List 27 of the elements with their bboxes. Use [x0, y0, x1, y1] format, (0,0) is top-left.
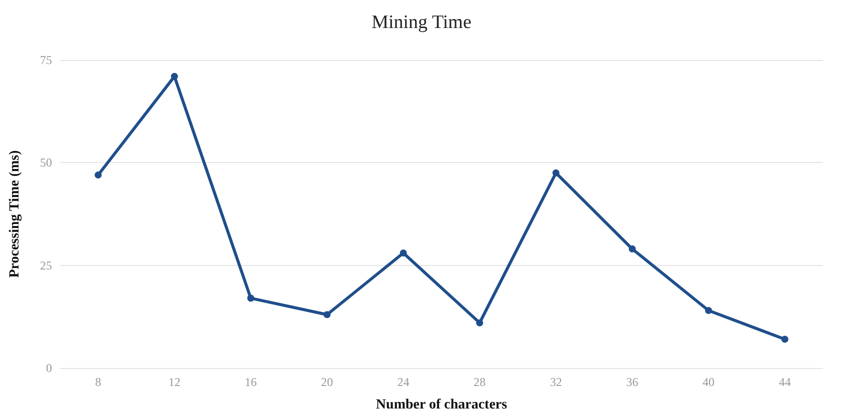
x-tick-label: 20 [321, 375, 334, 389]
x-tick-label: 32 [550, 375, 562, 389]
x-tick-label: 40 [702, 375, 715, 389]
x-tick-label: 44 [778, 375, 791, 389]
point [400, 250, 407, 257]
point [476, 319, 484, 326]
point [781, 336, 788, 343]
y-axis-title: Processing Time (ms) [8, 150, 22, 278]
y-tick-label: 0 [46, 361, 52, 375]
x-tick-label: 24 [397, 375, 410, 389]
point [552, 169, 560, 176]
point [324, 311, 331, 318]
x-tick-label: 28 [474, 375, 486, 389]
x-tick-label: 12 [168, 375, 180, 389]
point [628, 245, 636, 252]
point [705, 307, 712, 314]
chart-title: Mining Time [372, 12, 472, 33]
x-tick-label: 8 [95, 375, 102, 389]
y-tick-label: 50 [40, 156, 52, 170]
point [247, 294, 254, 302]
x-tick-label: 36 [626, 375, 638, 389]
point [94, 171, 102, 178]
x-tick-label: 16 [244, 375, 257, 389]
y-tick-label: 75 [40, 53, 52, 67]
x-axis-title: Number of characters [376, 398, 508, 412]
point [170, 72, 178, 80]
y-tick-label: 25 [40, 258, 52, 272]
